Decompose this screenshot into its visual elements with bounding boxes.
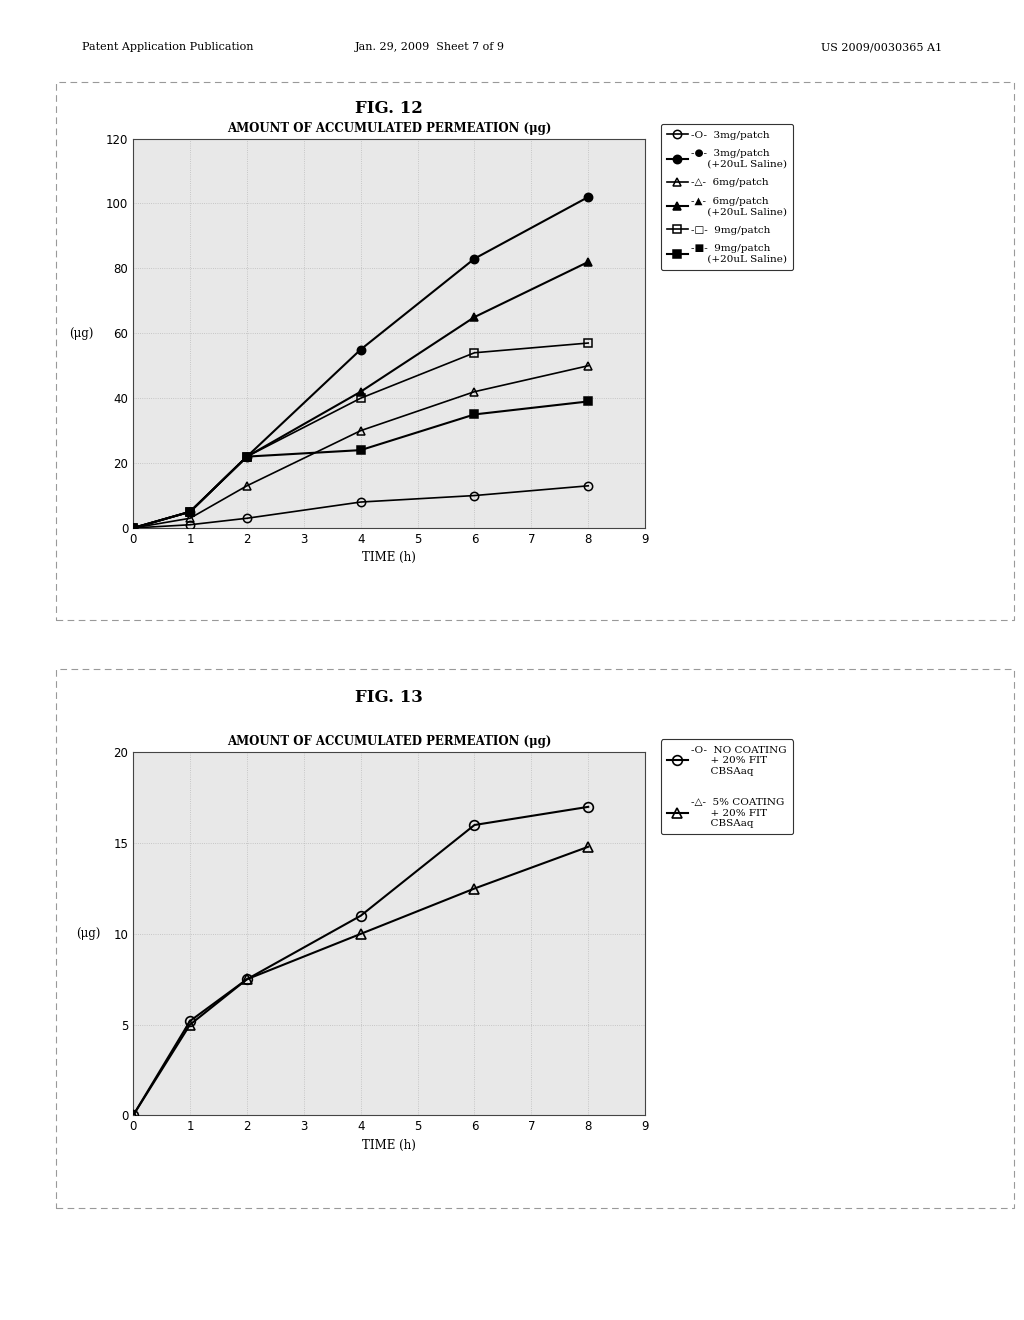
X-axis label: TIME (h): TIME (h) — [362, 552, 416, 565]
Text: FIG. 13: FIG. 13 — [355, 689, 423, 706]
Y-axis label: (μg): (μg) — [76, 928, 100, 940]
Text: FIG. 12: FIG. 12 — [355, 100, 423, 117]
X-axis label: TIME (h): TIME (h) — [362, 1139, 416, 1152]
Text: Patent Application Publication: Patent Application Publication — [82, 42, 253, 53]
Text: Jan. 29, 2009  Sheet 7 of 9: Jan. 29, 2009 Sheet 7 of 9 — [355, 42, 505, 53]
Legend: -O-  3mg/patch, -●-  3mg/patch
     (+20uL Saline), -△-  6mg/patch, -▲-  6mg/pat: -O- 3mg/patch, -●- 3mg/patch (+20uL Sali… — [660, 124, 793, 269]
Title: AMOUNT OF ACCUMULATED PERMEATION (μg): AMOUNT OF ACCUMULATED PERMEATION (μg) — [227, 735, 551, 748]
Legend: -O-  NO COATING
      + 20% FIT
      CBSAaq, -△-  5% COATING
      + 20% FIT
  : -O- NO COATING + 20% FIT CBSAaq, -△- 5% … — [660, 739, 793, 834]
Title: AMOUNT OF ACCUMULATED PERMEATION (μg): AMOUNT OF ACCUMULATED PERMEATION (μg) — [227, 121, 551, 135]
Y-axis label: (μg): (μg) — [69, 327, 93, 339]
Text: US 2009/0030365 A1: US 2009/0030365 A1 — [821, 42, 942, 53]
